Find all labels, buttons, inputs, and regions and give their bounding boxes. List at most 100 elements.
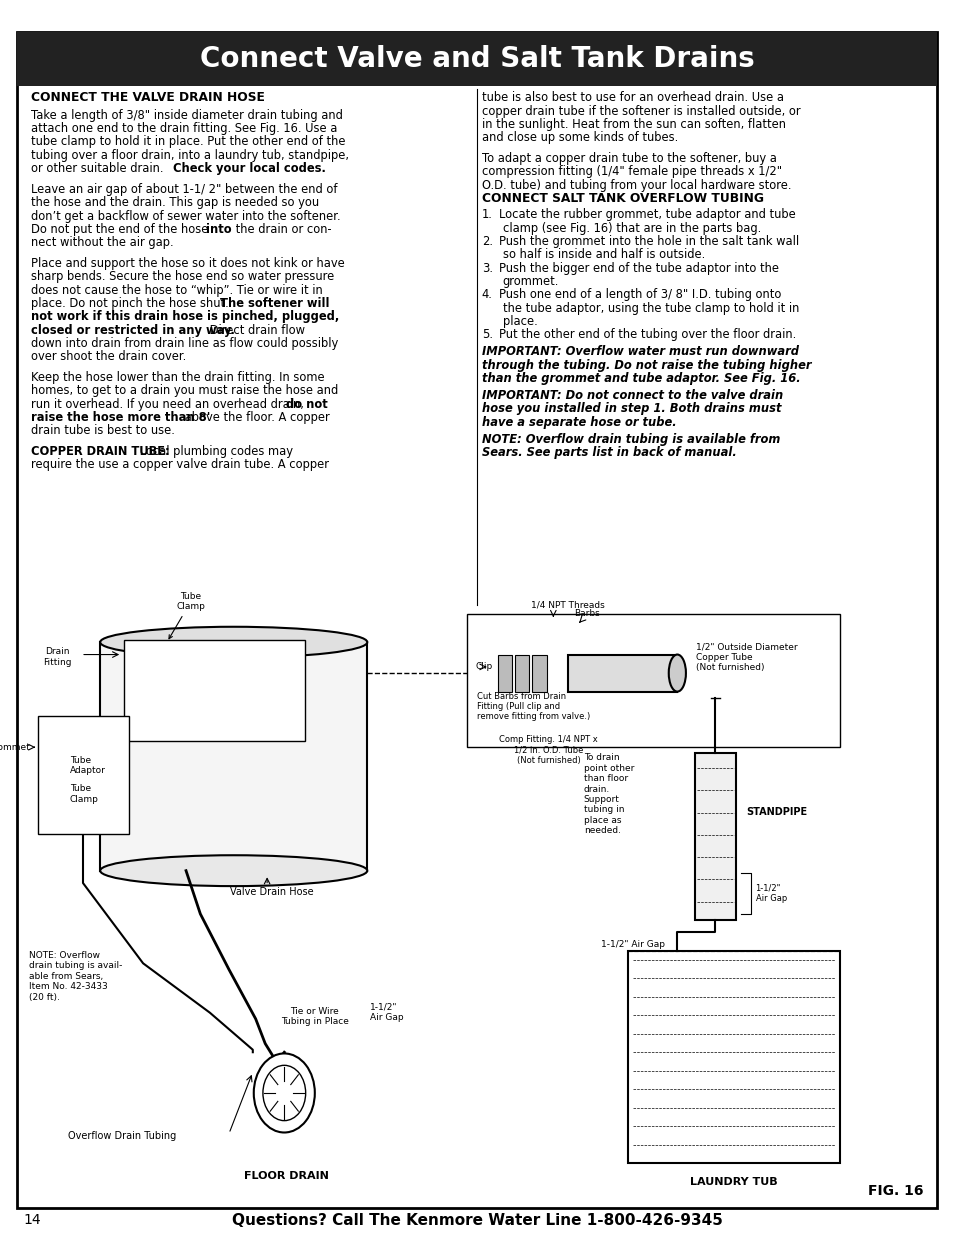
Text: so half is inside and half is outside.: so half is inside and half is outside. — [502, 248, 704, 261]
Text: To adapt a copper drain tube to the softener, buy a: To adapt a copper drain tube to the soft… — [481, 152, 776, 165]
Text: have a separate hose or tube.: have a separate hose or tube. — [481, 416, 676, 429]
Text: drain tube is best to use.: drain tube is best to use. — [31, 425, 175, 437]
Text: 1/2" Outside Diameter
Copper Tube
(Not furnished): 1/2" Outside Diameter Copper Tube (Not f… — [696, 642, 798, 672]
Ellipse shape — [668, 655, 685, 692]
Ellipse shape — [100, 855, 367, 887]
Text: 4.: 4. — [481, 288, 492, 301]
Circle shape — [253, 1053, 314, 1132]
Text: CONNECT SALT TANK OVERFLOW TUBING: CONNECT SALT TANK OVERFLOW TUBING — [481, 193, 763, 205]
Text: Tube
Adaptor: Tube Adaptor — [70, 756, 106, 776]
Text: require the use a copper valve drain tube. A copper: require the use a copper valve drain tub… — [31, 458, 329, 472]
Text: 2.: 2. — [481, 235, 493, 248]
Text: Comp Fitting. 1/4 NPT x
1/2 in. O.D. Tube
(Not furnished): Comp Fitting. 1/4 NPT x 1/2 in. O.D. Tub… — [498, 735, 598, 764]
Text: does not cause the hose to “whip”. Tie or wire it in: does not cause the hose to “whip”. Tie o… — [31, 284, 323, 296]
Text: run it overhead. If you need an overhead drain,: run it overhead. If you need an overhead… — [31, 398, 308, 411]
Text: Push one end of a length of 3/ 8" I.D. tubing onto: Push one end of a length of 3/ 8" I.D. t… — [498, 288, 781, 301]
Text: Locate the rubber grommet, tube adaptor and tube: Locate the rubber grommet, tube adaptor … — [498, 209, 795, 221]
Text: compression fitting (1/4" female pipe threads x 1/2": compression fitting (1/4" female pipe th… — [481, 165, 781, 179]
Text: 14: 14 — [24, 1213, 41, 1228]
Text: down into drain from drain line as flow could possibly: down into drain from drain line as flow … — [31, 337, 338, 350]
Text: Local plumbing codes may: Local plumbing codes may — [136, 445, 294, 458]
Text: 5.: 5. — [481, 329, 493, 341]
Text: tubing over a floor drain, into a laundry tub, standpipe,: tubing over a floor drain, into a laundr… — [31, 148, 349, 162]
Text: attach one end to the drain fitting. See Fig. 16. Use a: attach one end to the drain fitting. See… — [31, 122, 337, 135]
Text: over shoot the drain cover.: over shoot the drain cover. — [31, 351, 187, 363]
Text: CONNECT THE VALVE DRAIN HOSE: CONNECT THE VALVE DRAIN HOSE — [31, 91, 265, 105]
Bar — [694, 753, 736, 920]
Text: Overflow Drain Tubing: Overflow Drain Tubing — [69, 1131, 176, 1141]
Text: Barbs: Barbs — [574, 609, 598, 619]
Text: Do not put the end of the hose: Do not put the end of the hose — [31, 222, 213, 236]
Text: NOTE: Overflow
drain tubing is avail-
able from Sears,
Item No. 42-3433
(20 ft).: NOTE: Overflow drain tubing is avail- ab… — [29, 951, 122, 1002]
Text: Connect Valve and Salt Tank Drains: Connect Valve and Salt Tank Drains — [199, 46, 754, 73]
Text: Push the grommet into the hole in the salt tank wall: Push the grommet into the hole in the sa… — [498, 235, 799, 248]
Text: grommet.: grommet. — [502, 275, 558, 288]
Text: the tube adaptor, using the tube clamp to hold it in: the tube adaptor, using the tube clamp t… — [502, 301, 799, 315]
Text: 1.: 1. — [481, 209, 492, 221]
Bar — [38, 716, 129, 834]
Text: Leave an air gap of about 1-1/ 2" between the end of: Leave an air gap of about 1-1/ 2" betwee… — [31, 183, 337, 196]
Text: FIG. 16: FIG. 16 — [867, 1183, 923, 1198]
Text: Questions? Call The Kenmore Water Line 1-800-426-9345: Questions? Call The Kenmore Water Line 1… — [232, 1213, 721, 1228]
Text: Grommet: Grommet — [0, 742, 30, 752]
Text: through the tubing. Do not raise the tubing higher: through the tubing. Do not raise the tub… — [481, 358, 810, 372]
Bar — [100, 642, 367, 871]
Text: homes, to get to a drain you must raise the hose and: homes, to get to a drain you must raise … — [31, 384, 338, 398]
Text: 1/4 NPT Threads: 1/4 NPT Threads — [530, 600, 604, 610]
Text: Valve Drain Hose: Valve Drain Hose — [230, 887, 314, 897]
Text: don’t get a backflow of sewer water into the softener.: don’t get a backflow of sewer water into… — [31, 210, 341, 222]
Text: not work if this drain hose is pinched, plugged,: not work if this drain hose is pinched, … — [31, 310, 339, 324]
Text: Sears. See parts list in back of manual.: Sears. See parts list in back of manual. — [481, 446, 736, 459]
Text: and close up some kinds of tubes.: and close up some kinds of tubes. — [481, 131, 678, 144]
Text: Put the other end of the tubing over the floor drain.: Put the other end of the tubing over the… — [498, 329, 796, 341]
Text: O.D. tube) and tubing from your local hardware store.: O.D. tube) and tubing from your local ha… — [481, 179, 790, 191]
Text: sharp bends. Secure the hose end so water pressure: sharp bends. Secure the hose end so wate… — [31, 270, 335, 283]
Bar — [17, 32, 936, 86]
Text: nect without the air gap.: nect without the air gap. — [31, 236, 174, 249]
Text: than the grommet and tube adaptor. See Fig. 16.: than the grommet and tube adaptor. See F… — [481, 372, 800, 385]
Text: IMPORTANT: Overflow water must run downward: IMPORTANT: Overflow water must run downw… — [481, 346, 798, 358]
Text: IMPORTANT: Do not connect to the valve drain: IMPORTANT: Do not connect to the valve d… — [481, 389, 782, 401]
Text: tube is also best to use for an overhead drain. Use a: tube is also best to use for an overhead… — [481, 91, 783, 105]
Text: above the floor. A copper: above the floor. A copper — [181, 411, 330, 424]
Text: tube clamp to hold it in place. Put the other end of the: tube clamp to hold it in place. Put the … — [31, 136, 346, 148]
Text: Cut Barbs from Drain
Fitting (Pull clip and
remove fitting from valve.): Cut Barbs from Drain Fitting (Pull clip … — [476, 692, 590, 721]
Text: hose you installed in step 1. Both drains must: hose you installed in step 1. Both drain… — [481, 403, 781, 415]
Text: closed or restricted in any way.: closed or restricted in any way. — [31, 324, 235, 337]
Text: Tube
Clamp: Tube Clamp — [70, 784, 98, 804]
Text: or other suitable drain.: or other suitable drain. — [31, 162, 168, 175]
Text: the drain or con-: the drain or con- — [232, 222, 331, 236]
Text: raise the hose more than 8': raise the hose more than 8' — [31, 411, 211, 424]
Text: do not: do not — [286, 398, 328, 411]
Text: NOTE: Overflow drain tubing is available from: NOTE: Overflow drain tubing is available… — [481, 432, 780, 446]
Text: Tube
Clamp: Tube Clamp — [169, 592, 205, 638]
Text: Keep the hose lower than the drain fitting. In some: Keep the hose lower than the drain fitti… — [31, 370, 325, 384]
Text: 1-1/2"
Air Gap: 1-1/2" Air Gap — [370, 1003, 403, 1023]
Text: 3.: 3. — [481, 262, 493, 274]
Text: Check your local codes.: Check your local codes. — [172, 162, 325, 175]
Text: FLOOR DRAIN: FLOOR DRAIN — [244, 1171, 328, 1181]
Text: the hose and the drain. This gap is needed so you: the hose and the drain. This gap is need… — [31, 196, 319, 209]
Text: STANDPIPE: STANDPIPE — [745, 806, 806, 818]
Bar — [532, 655, 546, 692]
Text: Tie or Wire
Tubing in Place: Tie or Wire Tubing in Place — [280, 1007, 349, 1026]
Text: 1-1/2"
Air Gap: 1-1/2" Air Gap — [755, 884, 786, 903]
Ellipse shape — [100, 627, 367, 658]
Text: copper drain tube if the softener is installed outside, or: copper drain tube if the softener is ins… — [481, 105, 800, 117]
Bar — [467, 614, 839, 747]
Text: 1-1/2" Air Gap: 1-1/2" Air Gap — [600, 940, 664, 950]
Text: The softener will: The softener will — [220, 296, 330, 310]
Text: Direct drain flow: Direct drain flow — [206, 324, 305, 337]
Text: Clip: Clip — [475, 662, 492, 672]
Circle shape — [263, 1066, 305, 1120]
Bar — [515, 655, 529, 692]
Text: in the sunlight. Heat from the sun can soften, flatten: in the sunlight. Heat from the sun can s… — [481, 119, 785, 131]
Bar — [497, 655, 512, 692]
Text: Take a length of 3/8" inside diameter drain tubing and: Take a length of 3/8" inside diameter dr… — [31, 109, 343, 122]
Text: LAUNDRY TUB: LAUNDRY TUB — [689, 1177, 777, 1187]
Text: To drain
point other
than floor
drain.
Support
tubing in
place as
needed.: To drain point other than floor drain. S… — [583, 753, 634, 835]
Bar — [627, 951, 839, 1163]
Text: COPPER DRAIN TUBE:: COPPER DRAIN TUBE: — [31, 445, 170, 458]
Text: into: into — [206, 222, 232, 236]
Text: clamp (see Fig. 16) that are in the parts bag.: clamp (see Fig. 16) that are in the part… — [502, 221, 760, 235]
